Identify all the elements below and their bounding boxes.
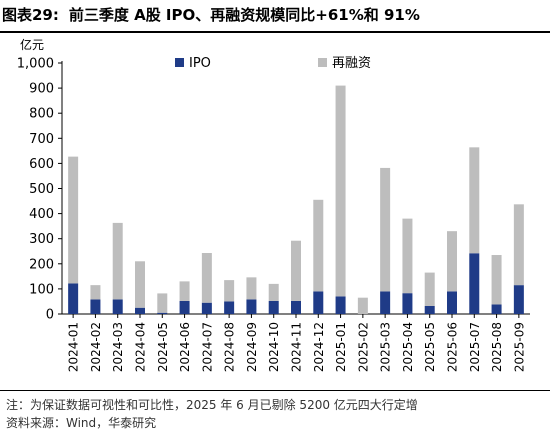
x-tick-label: 2024-03: [111, 322, 125, 372]
bar-ipo: [291, 300, 301, 314]
legend-label-refinancing: 再融资: [332, 56, 371, 71]
bar-ipo: [246, 299, 257, 314]
bar-ipo: [201, 302, 212, 314]
y-tick-label: 700: [29, 132, 54, 147]
bar-refinancing: [112, 222, 123, 300]
x-tick-label: 2024-07: [200, 322, 214, 372]
stacked-bar-chart: 0 100 200 300 400 500 600 700 800 900 1,000 2024-01…: [17, 56, 530, 372]
bar-ipo: [380, 291, 391, 314]
y-tick-label: 200: [29, 257, 54, 272]
bar-refinancing: [447, 231, 457, 292]
x-tick-label: 2024-08: [223, 322, 237, 372]
y-tick-label: 400: [29, 207, 54, 222]
x-tick-label: 2025-04: [401, 322, 415, 372]
bar-ipo: [112, 299, 123, 314]
bar-ipo: [68, 283, 79, 314]
bar-ipo: [402, 293, 413, 314]
bar-refinancing: [157, 293, 168, 313]
bar-refinancing: [402, 218, 413, 294]
x-tick-label: 2024-01: [67, 322, 81, 372]
source-note: 资料来源：Wind，华泰研究: [6, 416, 157, 430]
bar-refinancing: [313, 199, 324, 292]
bar-refinancing: [491, 255, 502, 305]
x-tick-label: 2024-11: [290, 322, 304, 372]
bar-ipo: [469, 253, 480, 314]
y-tick-label: 100: [29, 282, 54, 297]
bar-refinancing: [424, 272, 435, 306]
bar-ipo: [135, 307, 145, 314]
bar-refinancing: [268, 283, 279, 301]
y-tick-label: 800: [29, 107, 54, 122]
bar-ipo: [513, 285, 524, 314]
bar-refinancing: [246, 277, 257, 300]
y-tick-label: 300: [29, 232, 54, 247]
bar-ipo: [224, 301, 235, 314]
bar-refinancing: [291, 240, 301, 301]
y-tick-label: 900: [29, 82, 54, 97]
bar-refinancing: [68, 156, 79, 284]
bar-refinancing: [135, 261, 145, 308]
x-tick-label: 2024-06: [178, 322, 192, 372]
figure-title-text: 前三季度 A股 IPO、再融资规模同比+61%和 91%: [68, 6, 420, 24]
figure-title: 图表29: 前三季度 A股 IPO、再融资规模同比+61%和 91%: [0, 0, 550, 30]
footnote: 注：为保证数据可视性和可比性，2025 年 6 月已剔除 5200 亿元四大行定…: [6, 398, 418, 412]
x-tick-label: 2025-01: [334, 322, 348, 372]
x-tick-label: 2025-08: [490, 322, 504, 372]
legend-label-ipo: IPO: [189, 56, 211, 71]
figure-label: 图表29:: [2, 6, 59, 24]
x-tick-label: 2024-09: [245, 322, 259, 372]
bar-refinancing: [357, 297, 368, 314]
y-axis-unit-label: 亿元: [20, 38, 45, 52]
bar-refinancing: [469, 147, 480, 254]
y-tick-label: 1,000: [17, 57, 54, 72]
bar-ipo: [157, 312, 168, 314]
bar-ipo: [179, 300, 190, 314]
bar-refinancing: [335, 85, 346, 297]
y-tick-label: 600: [29, 157, 54, 172]
bar-refinancing: [224, 280, 235, 302]
x-tick-label: 2025-05: [423, 322, 437, 372]
x-tick-label: 2024-10: [267, 322, 281, 372]
x-tick-label: 2025-09: [512, 322, 526, 372]
bar-ipo: [424, 305, 435, 314]
bar-ipo: [313, 291, 324, 314]
legend-swatch-ipo: [175, 58, 184, 67]
y-tick-label: 500: [29, 182, 54, 197]
legend-swatch-refinancing: [318, 58, 327, 67]
title-divider: [0, 31, 550, 33]
y-tick-label: 0: [46, 308, 54, 323]
x-tick-label: 2024-12: [312, 322, 326, 372]
bar-ipo: [335, 296, 346, 314]
x-tick-label: 2025-07: [468, 322, 482, 372]
x-tick-label: 2024-02: [89, 322, 103, 372]
bar-refinancing: [201, 253, 212, 303]
bar-refinancing: [179, 281, 190, 301]
bar-refinancing: [513, 204, 524, 286]
bar-refinancing: [90, 285, 101, 300]
bar-ipo: [268, 300, 279, 314]
bar-refinancing: [380, 167, 391, 292]
x-tick-label: 2024-04: [134, 322, 148, 372]
x-tick-label: 2025-03: [379, 322, 393, 372]
x-tick-label: 2025-06: [446, 322, 460, 372]
x-tick-label: 2025-02: [356, 322, 370, 372]
footer-divider: [0, 390, 550, 391]
bar-ipo: [491, 304, 502, 314]
bar-ipo: [447, 291, 457, 314]
x-tick-label: 2024-05: [156, 322, 170, 372]
bar-ipo: [90, 299, 101, 314]
